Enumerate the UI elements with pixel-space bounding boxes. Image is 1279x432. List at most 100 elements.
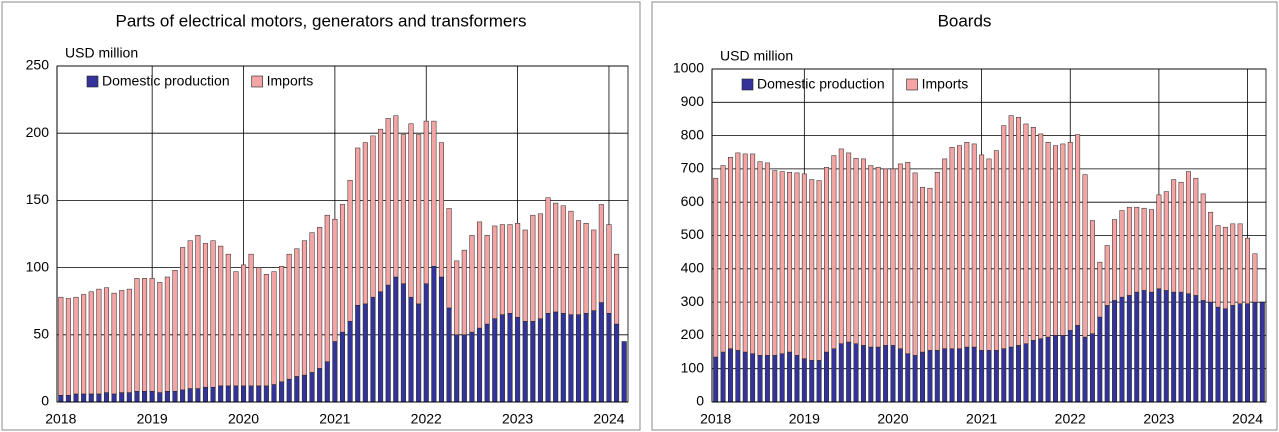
bar-segment — [81, 294, 87, 395]
bar-segment — [81, 393, 87, 403]
bar-segment — [1134, 206, 1140, 293]
bar-segment — [809, 179, 815, 361]
bar-segment — [1082, 174, 1088, 338]
bar-segment — [868, 165, 874, 348]
bar-segment — [332, 341, 338, 403]
bar-segment — [1104, 245, 1110, 306]
bar-segment — [96, 393, 102, 403]
bar-segment — [172, 270, 178, 392]
bar-segment — [461, 249, 467, 336]
bar-segment — [180, 247, 186, 391]
bar-segment — [195, 235, 201, 389]
bar-segment — [256, 267, 262, 387]
bar-segment — [787, 351, 793, 403]
bar-segment — [779, 171, 785, 354]
bar-segment — [853, 343, 859, 403]
bar-segment — [920, 351, 925, 403]
bar-segment — [728, 156, 733, 349]
bar-segment — [408, 123, 414, 298]
bar-segment — [1252, 301, 1258, 403]
bar-segment — [1053, 335, 1058, 403]
bar-segment — [1016, 345, 1022, 403]
bar-segment — [65, 298, 71, 396]
bar-segment — [720, 165, 726, 353]
bar-segment — [883, 345, 889, 403]
bar-segment — [347, 179, 353, 322]
bar-segment — [240, 385, 247, 403]
bar-segment — [934, 171, 940, 351]
bar-segment — [248, 385, 254, 403]
bar-segment — [218, 245, 224, 387]
bar-segment — [993, 350, 999, 403]
bar-segment — [111, 393, 117, 403]
x-tick-label: 2021 — [319, 411, 350, 427]
bar-segment — [119, 290, 125, 393]
x-tick-label: 2023 — [1143, 411, 1174, 427]
bar-segment — [1060, 143, 1066, 336]
y-tick-label: 150 — [26, 191, 50, 207]
bar-segment — [469, 331, 475, 403]
bar-segment — [787, 171, 793, 353]
bar-segment — [416, 134, 422, 305]
bar-segment — [202, 243, 208, 388]
bar-segment — [598, 302, 604, 403]
bar-segment — [1149, 209, 1154, 293]
bar-segment — [1215, 306, 1221, 403]
bar-segment — [461, 334, 467, 403]
bar-segment — [324, 214, 330, 362]
y-tick-label: 0 — [41, 393, 49, 409]
bar-segment — [73, 296, 79, 395]
x-tick-label: 2021 — [966, 411, 997, 427]
bar-segment — [1171, 291, 1177, 403]
bar-segment — [400, 134, 406, 284]
bar-segment — [279, 266, 285, 383]
legend-label: Domestic production — [757, 76, 885, 92]
bar-segment — [1193, 177, 1199, 296]
bar-segment — [256, 385, 262, 403]
bar-segment — [750, 153, 756, 354]
bar-segment — [172, 390, 178, 403]
bar-segment — [831, 348, 837, 403]
bar-segment — [1075, 134, 1081, 326]
bar-segment — [591, 229, 597, 311]
bar-segment — [838, 343, 844, 403]
bar-segment — [956, 348, 962, 403]
bar-segment — [621, 341, 627, 403]
x-tick-label: 2022 — [411, 411, 442, 427]
bar-segment — [824, 166, 829, 353]
bar-segment — [1023, 343, 1029, 403]
bar-segment — [1001, 348, 1007, 403]
bar-segment — [1089, 220, 1095, 334]
bar-segment — [583, 313, 589, 403]
x-tick-label: 2024 — [1232, 411, 1263, 427]
bar-segment — [1067, 142, 1073, 331]
bar-segment — [801, 173, 807, 359]
bar-segment — [537, 318, 543, 403]
bar-segment — [1171, 179, 1177, 293]
bar-segment — [1134, 291, 1140, 403]
y-tick-label: 100 — [26, 258, 50, 274]
x-tick-label: 2020 — [877, 411, 908, 427]
bar-segment — [1030, 127, 1036, 341]
bar-segment — [1230, 223, 1236, 306]
bar-segment — [853, 157, 859, 344]
bar-segment — [294, 376, 300, 403]
bar-segment — [1245, 237, 1250, 305]
bar-segment — [764, 355, 770, 403]
bar-segment — [355, 147, 361, 306]
bar-segment — [720, 351, 726, 403]
bar-segment — [742, 351, 748, 403]
bar-segment — [964, 142, 970, 348]
y-tick-label: 600 — [681, 193, 705, 209]
bar-segment — [568, 314, 574, 403]
bar-segment — [73, 393, 79, 403]
bar-segment — [553, 311, 559, 403]
bar-segment — [1075, 325, 1081, 403]
bar-segment — [934, 350, 940, 403]
x-tick-label: 2024 — [593, 411, 624, 427]
bar-segment — [757, 355, 763, 403]
bar-segment — [248, 253, 254, 387]
bar-segment — [1141, 290, 1147, 403]
bar-segment — [971, 143, 977, 348]
bar-segment — [1208, 211, 1214, 303]
